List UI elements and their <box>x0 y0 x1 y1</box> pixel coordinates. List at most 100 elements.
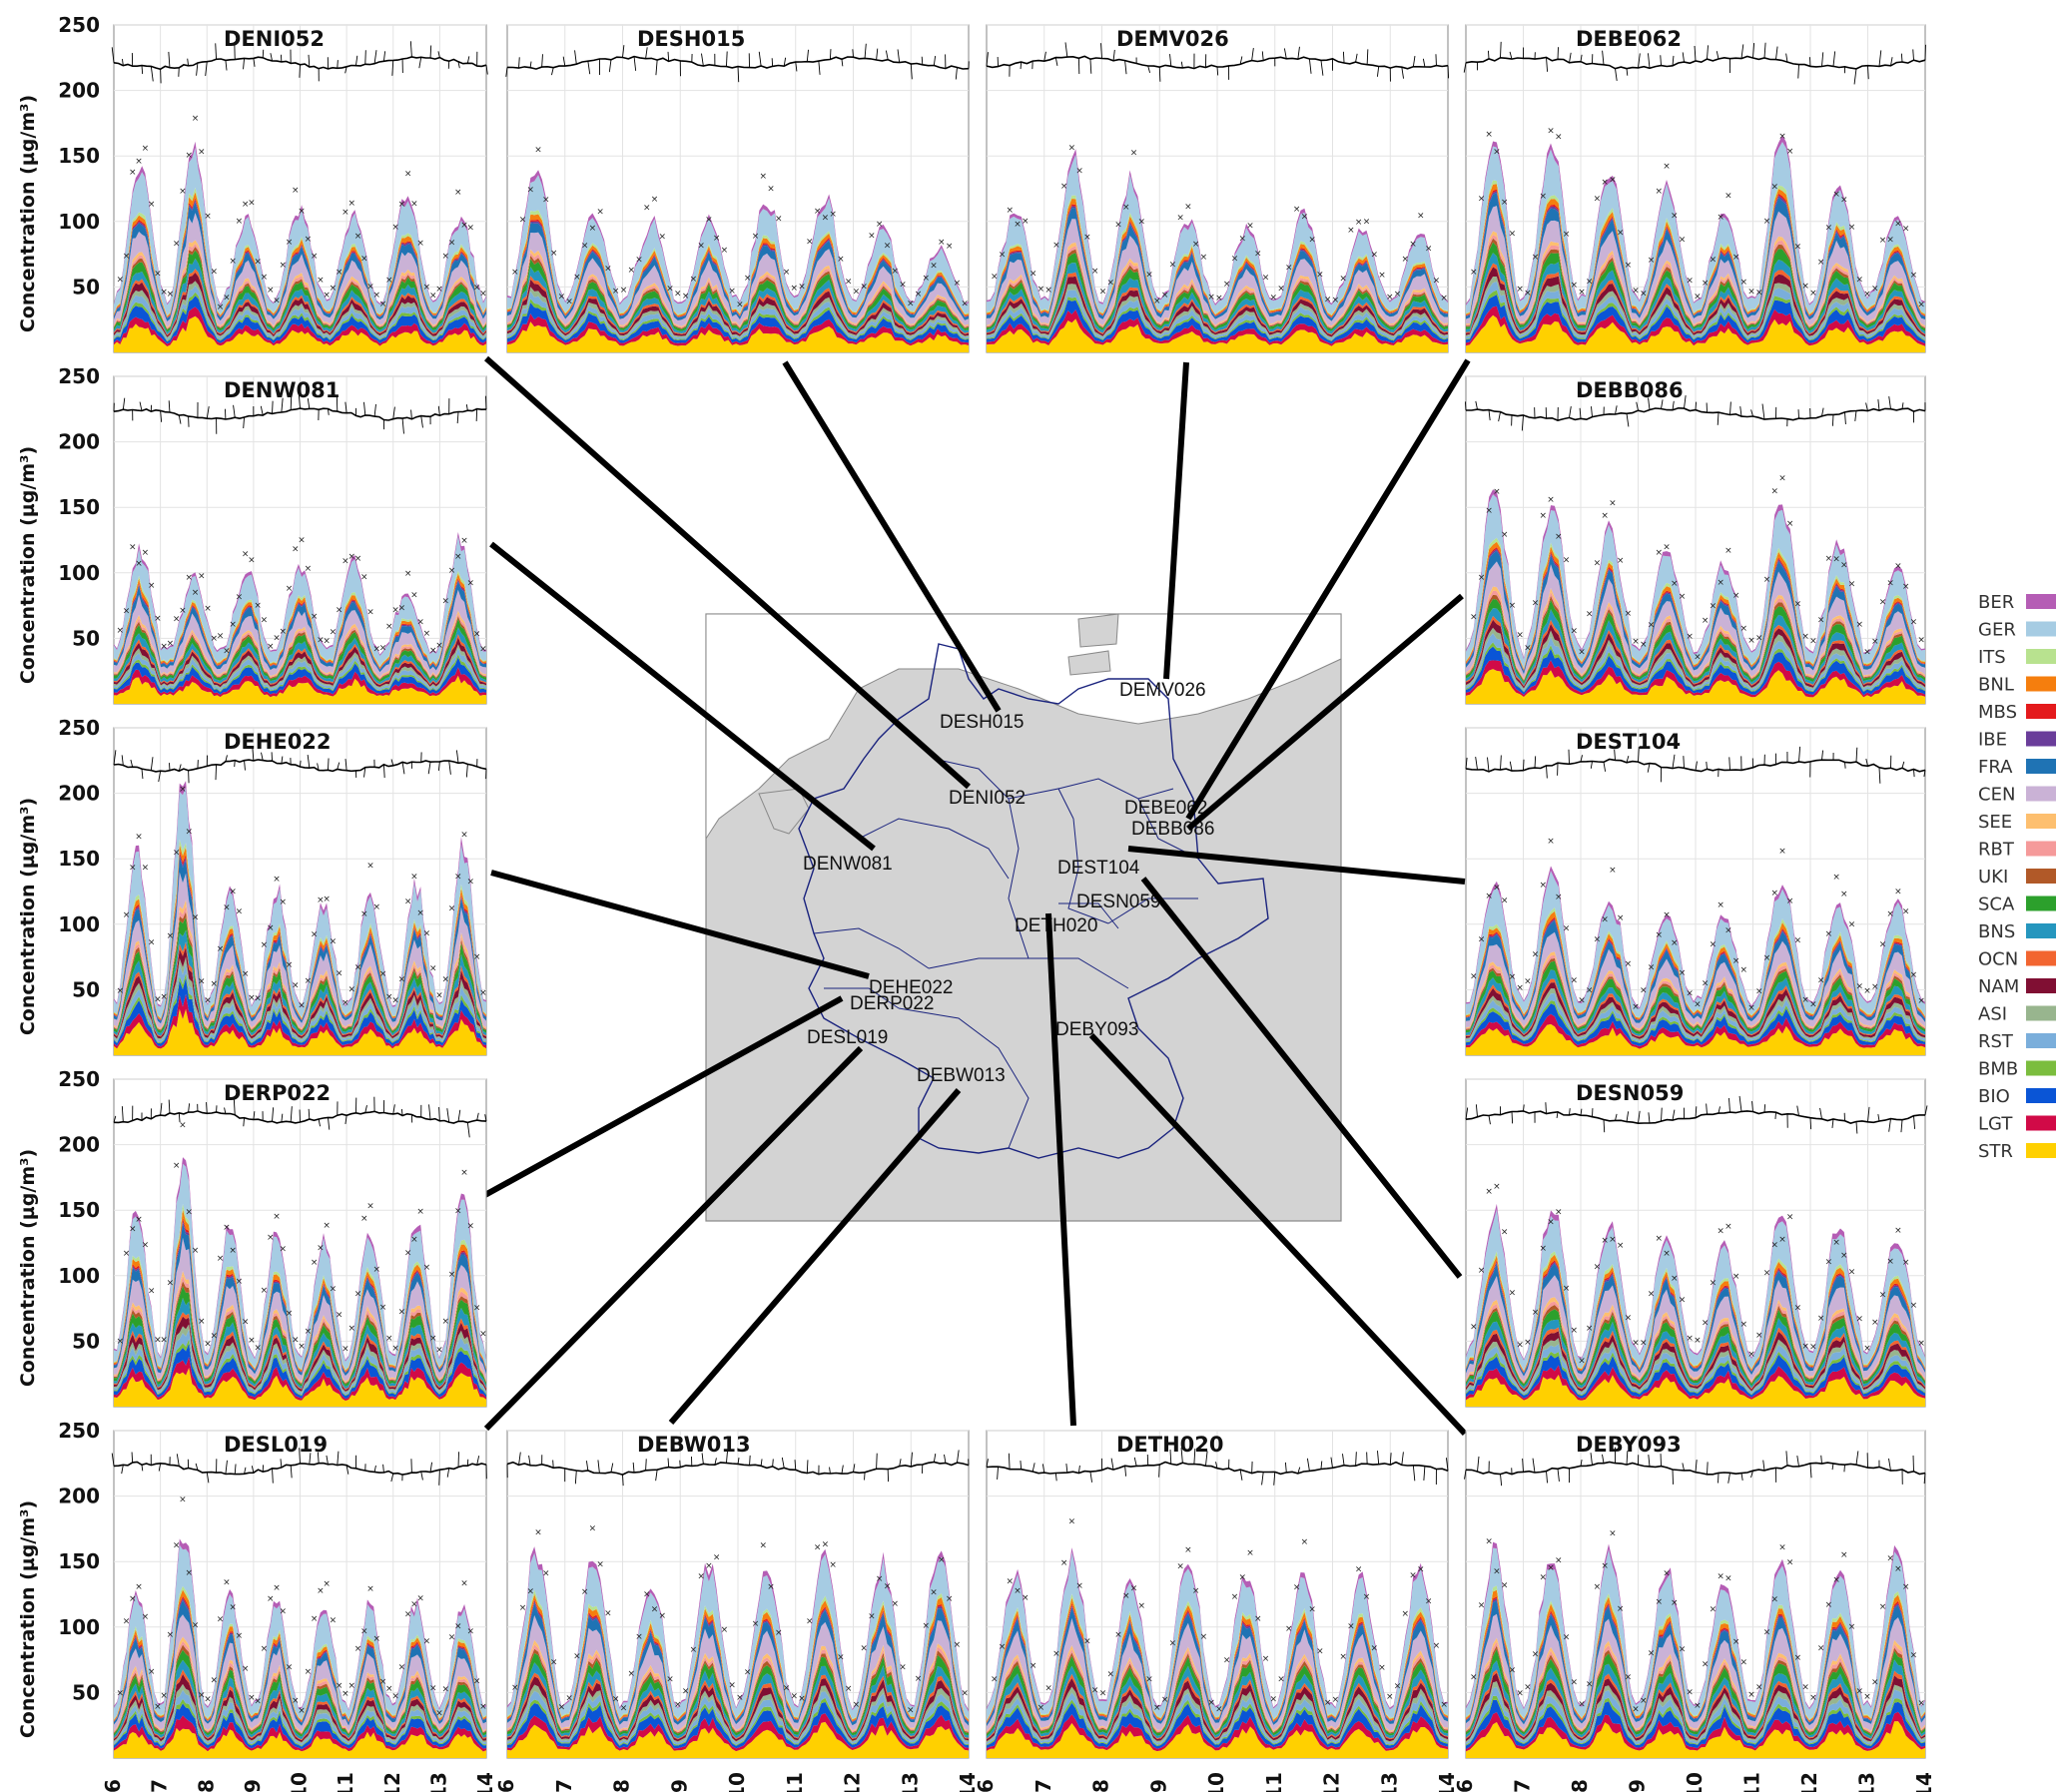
observation-marker: × <box>1106 278 1114 288</box>
wind-arrow <box>1695 1460 1698 1473</box>
observation-marker: × <box>1879 1290 1887 1300</box>
observation-marker: × <box>1409 240 1417 250</box>
observation-marker: × <box>1902 1258 1910 1268</box>
state-border <box>928 957 1129 989</box>
observation-marker: × <box>410 1600 418 1610</box>
observation-marker: × <box>565 298 573 307</box>
observation-marker: × <box>229 888 237 897</box>
series-str <box>1466 1721 1925 1758</box>
wind-arrow <box>1498 411 1501 422</box>
map-label-desn059: DESN059 <box>1076 892 1161 912</box>
wind-arrow <box>552 1460 554 1469</box>
observation-marker: × <box>1516 630 1524 640</box>
observation-marker: × <box>404 1249 412 1259</box>
wind-arrow <box>1762 1460 1765 1471</box>
wind-arrow <box>701 1453 704 1465</box>
wind-arrow <box>344 1115 347 1124</box>
wind-arrow <box>234 1464 237 1475</box>
observation-marker: × <box>1075 1581 1083 1591</box>
observation-marker: × <box>179 1120 187 1130</box>
observation-marker: × <box>1770 486 1778 496</box>
observation-marker: × <box>1902 224 1910 234</box>
observation-marker: × <box>1516 285 1524 295</box>
observation-marker: × <box>229 1602 237 1612</box>
observation-marker: × <box>1007 206 1015 216</box>
observation-marker: × <box>1848 1622 1856 1632</box>
wind-arrow <box>225 60 228 71</box>
observation-marker: × <box>336 606 344 616</box>
observation-marker: × <box>1215 294 1223 303</box>
observation-marker: × <box>366 1202 374 1212</box>
observation-marker: × <box>1702 616 1710 626</box>
wind-arrow <box>1557 1469 1560 1483</box>
observation-marker: × <box>129 542 137 552</box>
wind-arrow <box>1412 56 1416 67</box>
wind-arrow <box>1603 762 1607 772</box>
observation-marker: × <box>868 1611 876 1621</box>
wind-arrow <box>150 66 154 82</box>
wind-arrow <box>1775 46 1778 60</box>
observation-marker: × <box>1478 1601 1486 1611</box>
observation-marker: × <box>223 1577 231 1587</box>
observation-marker: × <box>167 639 175 649</box>
observation-marker: × <box>829 210 837 220</box>
observation-marker: × <box>767 185 775 195</box>
y-tick-label: 100 <box>58 561 100 585</box>
observation-marker: × <box>1153 297 1161 306</box>
wind-arrow <box>933 56 937 66</box>
observation-marker: × <box>1478 194 1486 204</box>
observation-marker: × <box>1763 953 1771 963</box>
observation-marker: × <box>1840 1251 1848 1261</box>
observation-marker: × <box>1794 600 1802 610</box>
observation-marker: × <box>1138 1601 1146 1611</box>
wind-arrow <box>1626 1111 1630 1122</box>
observation-marker: × <box>604 1608 612 1618</box>
map-label-derp022: DERP022 <box>850 993 935 1014</box>
observation-marker: × <box>845 1684 853 1694</box>
panel-title: DESH015 <box>637 27 745 51</box>
wind-arrow <box>225 1460 228 1475</box>
wind-arrow <box>1672 55 1675 66</box>
x-tick-label: 10 <box>1683 1772 1707 1792</box>
observation-marker: × <box>467 579 475 589</box>
observation-marker: × <box>354 962 362 972</box>
observation-marker: × <box>1355 218 1363 228</box>
observation-marker: × <box>798 1694 806 1704</box>
wind-arrow <box>244 760 246 771</box>
observation-marker: × <box>273 875 281 885</box>
wind-arrow <box>1913 769 1915 778</box>
observation-marker: × <box>429 1334 437 1344</box>
wind-arrow <box>1546 1471 1549 1484</box>
observation-marker: × <box>527 185 535 195</box>
wind-arrow <box>1239 56 1243 65</box>
observation-marker: × <box>123 252 131 262</box>
observation-marker: × <box>192 1621 200 1631</box>
wind-arrow <box>1695 761 1698 771</box>
observation-marker: × <box>1617 1604 1625 1614</box>
observation-marker: × <box>1145 271 1153 281</box>
wind-arrow <box>1831 1463 1834 1471</box>
observation-marker: × <box>1516 1340 1524 1350</box>
wind-arrow <box>864 43 867 59</box>
observation-marker: × <box>1014 1586 1022 1596</box>
legend-swatch-ocn <box>2026 950 2056 966</box>
wind-arrow <box>899 1459 902 1467</box>
wind-arrow <box>1888 395 1891 409</box>
wind-arrow <box>1521 414 1524 431</box>
observation-marker: × <box>248 556 256 566</box>
x-tick-label: 11 <box>1262 1772 1286 1792</box>
series-lgt <box>507 313 969 346</box>
observation-marker: × <box>1044 286 1052 296</box>
wind-arrow <box>622 1475 624 1487</box>
x-tick-label: 12 <box>1797 1772 1821 1792</box>
observation-marker: × <box>1509 1666 1517 1676</box>
y-axis-label: Concentration (µg/m³) <box>17 446 39 684</box>
observation-marker: × <box>129 864 137 874</box>
wind-arrow <box>1389 1453 1392 1466</box>
wind-arrow <box>1798 746 1801 763</box>
observation-marker: × <box>1532 949 1540 959</box>
wind-arrow <box>1661 399 1664 409</box>
wind-arrow <box>188 1103 191 1113</box>
observation-marker: × <box>1840 560 1848 570</box>
wind-arrow <box>1888 1458 1891 1472</box>
